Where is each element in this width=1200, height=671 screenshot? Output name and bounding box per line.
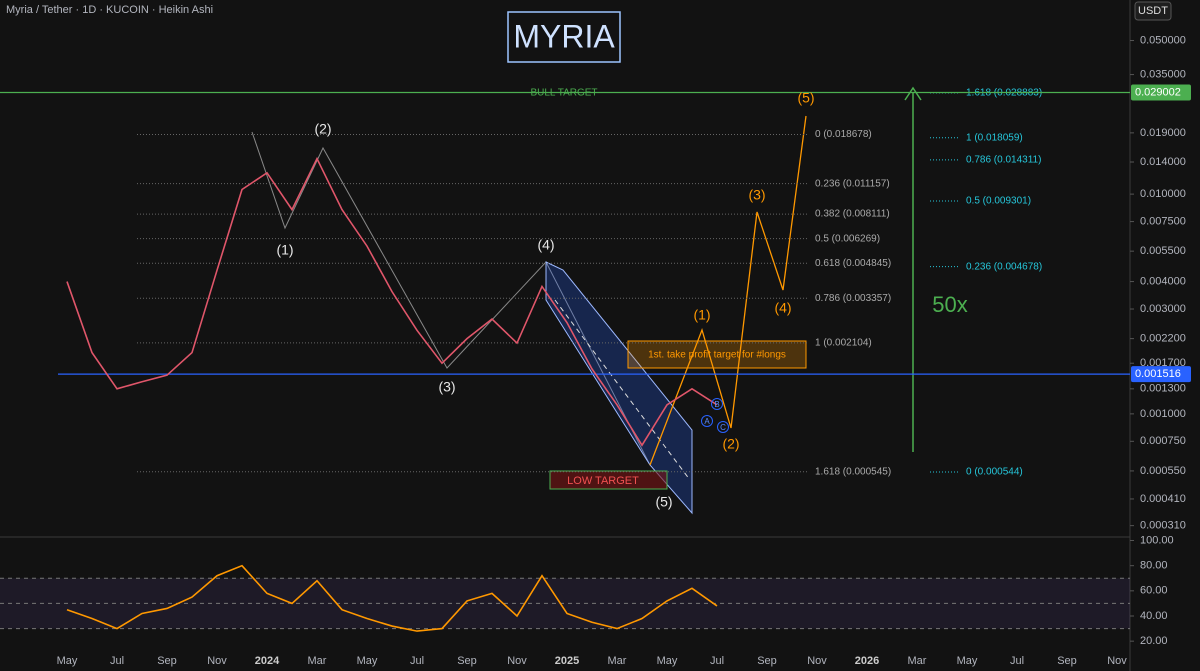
low-target-box <box>549 470 668 490</box>
fib-label: 0.5 (0.009301) <box>966 196 1031 207</box>
fib-label: 1.618 (0.000545) <box>815 466 891 477</box>
y-tick-label: 0.001700 <box>1140 357 1186 369</box>
y-tick-label: 0.001300 <box>1140 383 1186 395</box>
wave-lines <box>251 131 651 466</box>
y-tick-label: 80.00 <box>1140 560 1168 572</box>
take-profit: 1st. take profit target for #longs <box>648 350 786 361</box>
y-tick-label: 0.050000 <box>1140 34 1186 46</box>
channel-mid <box>554 299 691 481</box>
wave-label: (2) <box>722 436 739 452</box>
y-tick-label: 0.005500 <box>1140 245 1186 257</box>
wave-label: (4) <box>537 237 554 253</box>
abc-circle <box>711 398 723 410</box>
abc-circle <box>717 421 729 433</box>
multiplier: 50x <box>932 292 967 317</box>
y-tick-label: 0.010000 <box>1140 188 1186 200</box>
wave-label: (1) <box>276 242 293 258</box>
chart-subtitle: Myria / Tether · 1D · KUCOIN · Heikin As… <box>6 4 213 16</box>
fib-label: 0.786 (0.003357) <box>815 293 891 304</box>
fib-label: 0 (0.000544) <box>966 467 1023 478</box>
price-tag <box>1131 366 1191 383</box>
x-tick-label: May <box>657 655 678 667</box>
y-tick-label: 0.000750 <box>1140 435 1186 447</box>
x-tick-label: 2025 <box>555 655 579 667</box>
fib-label: 0.618 (0.004845) <box>815 258 891 269</box>
fib-label: 0.236 (0.011157) <box>815 178 890 189</box>
wave-label: (5) <box>655 494 672 510</box>
x-tick-label: Jul <box>1010 655 1024 667</box>
y-tick-label: 0.004000 <box>1140 275 1186 287</box>
y-tick-label: 0.003000 <box>1140 303 1186 315</box>
y-tick-label: 40.00 <box>1140 610 1168 622</box>
projection-path <box>649 115 807 466</box>
x-tick-label: May <box>957 655 978 667</box>
y-tick-label: 0.035000 <box>1140 68 1186 80</box>
bull-target: BULL TARGET <box>530 88 597 99</box>
low-target: LOW TARGET <box>567 475 639 487</box>
x-tick-label: Jul <box>710 655 724 667</box>
x-tick-label: Sep <box>757 655 777 667</box>
y-tick-label: 0.001000 <box>1140 408 1186 420</box>
x-tick-label: 2024 <box>255 655 280 667</box>
y-tick-label: 0.000310 <box>1140 520 1186 532</box>
title-box <box>507 11 621 63</box>
x-tick-label: Mar <box>308 655 327 667</box>
x-tick-label: Nov <box>1107 655 1127 667</box>
fib-label: 0 (0.018678) <box>815 129 872 140</box>
rsi-band <box>0 578 1130 629</box>
fib-label: 0.382 (0.008111) <box>815 209 890 220</box>
price-tag-label: 0.001516 <box>1135 368 1181 380</box>
fib-label: 0.5 (0.006269) <box>815 233 880 244</box>
price-tag-label: 0.029002 <box>1135 86 1181 98</box>
wave-label: (3) <box>748 187 765 203</box>
x-tick-label: Nov <box>807 655 827 667</box>
x-tick-label: May <box>357 655 378 667</box>
fib-label: 0.786 (0.014311) <box>966 155 1041 166</box>
y-tick-label: 0.007500 <box>1140 215 1186 227</box>
wave-label: (5) <box>797 90 814 106</box>
fib-label: 1 (0.018059) <box>966 132 1023 143</box>
y-tick-label: 0.002200 <box>1140 333 1186 345</box>
y-tick-label: 0.000410 <box>1140 493 1186 505</box>
arrow-head <box>904 86 922 101</box>
x-tick-label: May <box>57 655 78 667</box>
fib-label: 0.236 (0.004678) <box>966 261 1042 272</box>
currency: USDT <box>1138 5 1168 17</box>
chart-title: MYRIA <box>513 18 615 54</box>
x-tick-label: 2026 <box>855 655 879 667</box>
wave-label: (4) <box>774 300 791 316</box>
series-line <box>66 564 718 632</box>
x-tick-label: Sep <box>457 655 477 667</box>
y-tick-label: 60.00 <box>1140 585 1168 597</box>
y-tick-label: 100.00 <box>1140 534 1174 546</box>
x-tick-label: Nov <box>507 655 527 667</box>
abc-label: C <box>720 423 726 432</box>
abc-circle <box>701 415 713 427</box>
wave-label: (2) <box>314 121 331 137</box>
x-tick-label: Jul <box>410 655 424 667</box>
x-tick-label: Sep <box>1057 655 1077 667</box>
y-tick-label: 0.019000 <box>1140 127 1186 139</box>
x-tick-label: Jul <box>110 655 124 667</box>
x-tick-label: Mar <box>908 655 927 667</box>
abc-label: B <box>714 400 719 409</box>
take-profit-box <box>627 340 807 369</box>
series-line <box>66 156 718 447</box>
price-tag <box>1131 84 1191 101</box>
y-tick-label: 20.00 <box>1140 635 1168 647</box>
currency-box <box>1134 1 1172 21</box>
x-tick-label: Mar <box>608 655 627 667</box>
abc-label: A <box>704 417 710 426</box>
y-tick-label: 0.014000 <box>1140 156 1186 168</box>
x-tick-label: Sep <box>157 655 177 667</box>
x-tick-label: Nov <box>207 655 227 667</box>
fib-label: 1 (0.002104) <box>815 338 872 349</box>
wave-label: (1) <box>693 307 710 323</box>
y-tick-label: 0.000550 <box>1140 465 1186 477</box>
wave-label: (3) <box>438 379 455 395</box>
